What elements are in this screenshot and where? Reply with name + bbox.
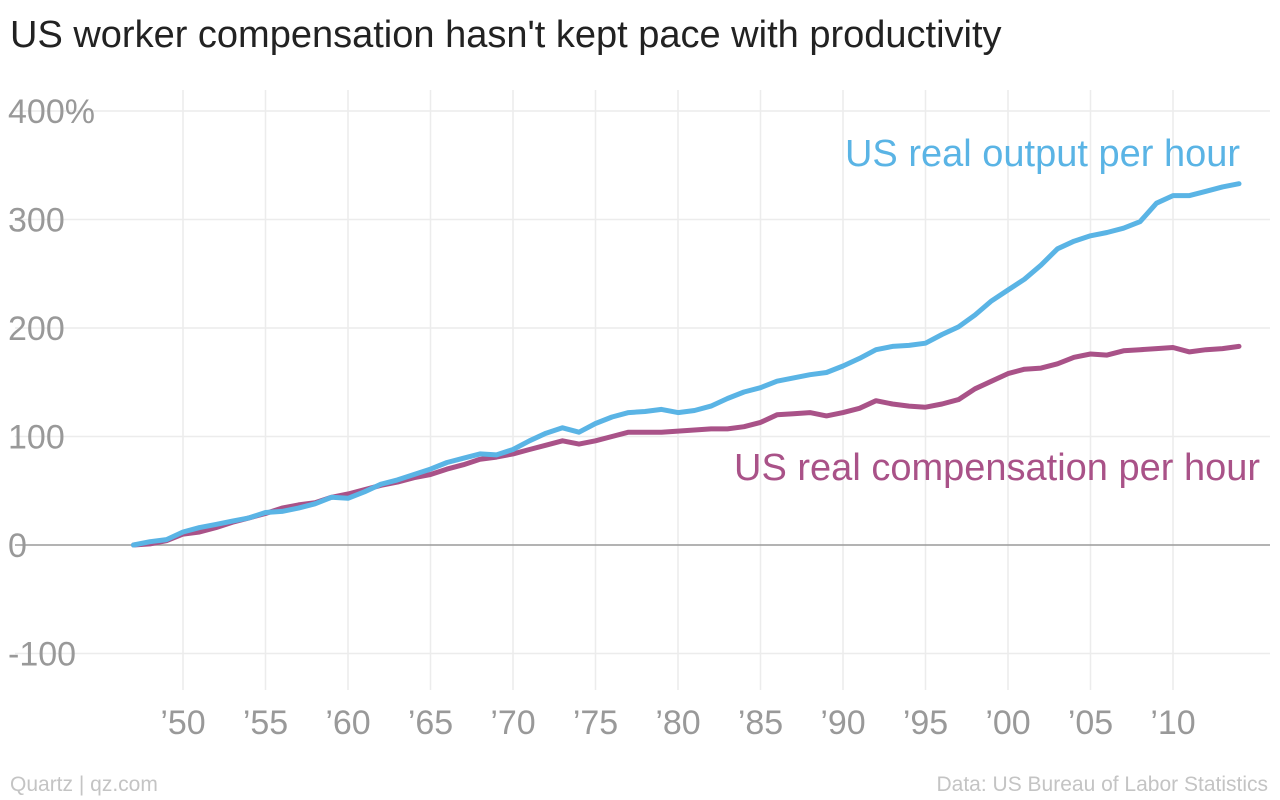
x-tick-label: ’10 (1150, 704, 1195, 742)
series-label-compensation: US real compensation per hour (734, 447, 1260, 489)
series-lines (131, 181, 1242, 548)
footer-credit: Quartz | qz.com (10, 773, 158, 796)
y-tick-label: -100 (8, 636, 76, 674)
y-tick-label: 300 (8, 202, 65, 240)
x-tick-label: ’95 (903, 704, 948, 742)
x-tick-label: ’85 (738, 704, 783, 742)
footer-source: Data: US Bureau of Labor Statistics (936, 773, 1269, 796)
x-tick-label: ’65 (408, 704, 453, 742)
x-tick-label: ’60 (325, 704, 370, 742)
x-tick-label: ’50 (160, 704, 205, 742)
x-tick-label: ’00 (985, 704, 1030, 742)
series-label-output: US real output per hour (845, 133, 1240, 175)
series-line-output (131, 181, 1242, 548)
y-axis-tick-labels: 400% 300 200 100 0 -100 (8, 93, 95, 674)
y-tick-label: 400% (8, 93, 95, 131)
x-tick-label: ’90 (820, 704, 865, 742)
x-tick-label: ’05 (1068, 704, 1113, 742)
series-line-compensation (131, 343, 1242, 548)
x-tick-label: ’55 (243, 704, 288, 742)
chart-title: US worker compensation hasn't kept pace … (10, 14, 1002, 56)
y-tick-label: 0 (8, 527, 27, 565)
horizontal-gridlines (15, 110, 1270, 655)
x-tick-label: ’80 (655, 704, 700, 742)
x-tick-label: ’75 (573, 704, 618, 742)
x-tick-label: ’70 (490, 704, 535, 742)
vertical-gridlines (182, 90, 1174, 690)
y-tick-label: 100 (8, 419, 65, 457)
x-axis-tick-labels: ’50 ’55 ’60 ’65 ’70 ’75 ’80 ’85 ’90 ’95 ’00 ’05 ’10 (160, 704, 1195, 742)
y-tick-label: 200 (8, 310, 65, 348)
